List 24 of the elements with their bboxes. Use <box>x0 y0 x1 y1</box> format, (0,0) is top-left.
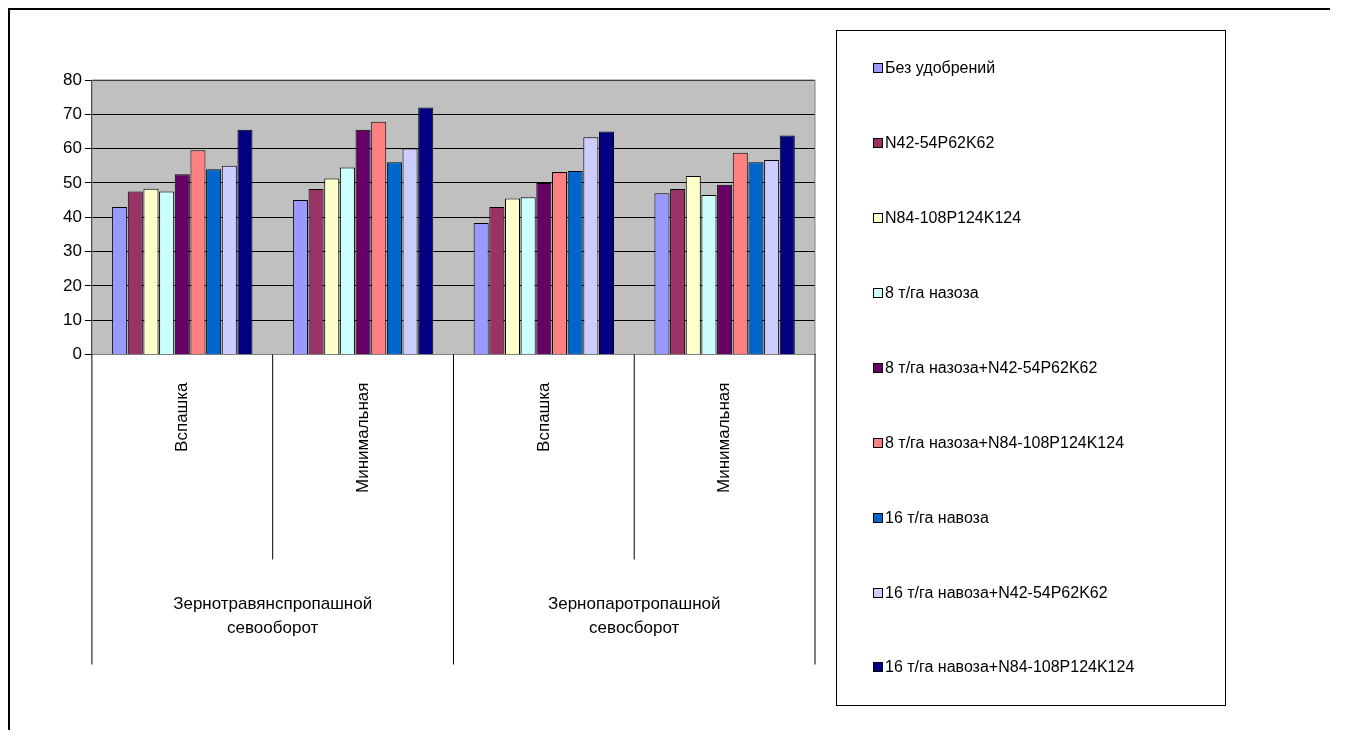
y-tick-label: 80 <box>62 69 82 89</box>
text: Зернопаротропашной севосборот <box>547 594 721 638</box>
legend-label: 16 т/га навоза+N42-54P62K62 <box>885 583 1108 602</box>
y-tick-label: 50 <box>62 172 82 192</box>
x-tick-label: Вспашка <box>533 381 553 452</box>
legend-label: Без удобрений <box>885 59 996 78</box>
y-tick-label: 10 <box>62 309 82 329</box>
y-tick-label: 20 <box>62 275 82 295</box>
legend-label: N84-108P124K124 <box>885 209 1022 228</box>
legend-label: 16 т/га навоза <box>885 508 989 527</box>
x-tick-label: Минимальная <box>352 382 372 494</box>
y-tick-label: 0 <box>72 344 82 364</box>
x-tick-label: Вспашка <box>171 381 191 452</box>
legend-label: 8 т/га назоза <box>885 284 979 303</box>
x-tick-label: Минимальная <box>714 382 734 494</box>
legend-label: 16 т/га навоза+N84-108P124K124 <box>885 658 1135 677</box>
legend-label: 8 т/га назоза+N42-54P62K62 <box>885 358 1098 377</box>
legend-label: 8 т/га назоза+N84-108P124K124 <box>885 433 1125 452</box>
y-tick-label: 40 <box>62 206 82 226</box>
y-tick-label: 70 <box>62 104 82 123</box>
y-tick-label: 60 <box>62 138 82 158</box>
text: Зернотравянспропашной севооборот <box>173 594 373 638</box>
legend-label: N42-54P62K62 <box>885 134 995 153</box>
y-tick-label: 30 <box>62 241 82 261</box>
